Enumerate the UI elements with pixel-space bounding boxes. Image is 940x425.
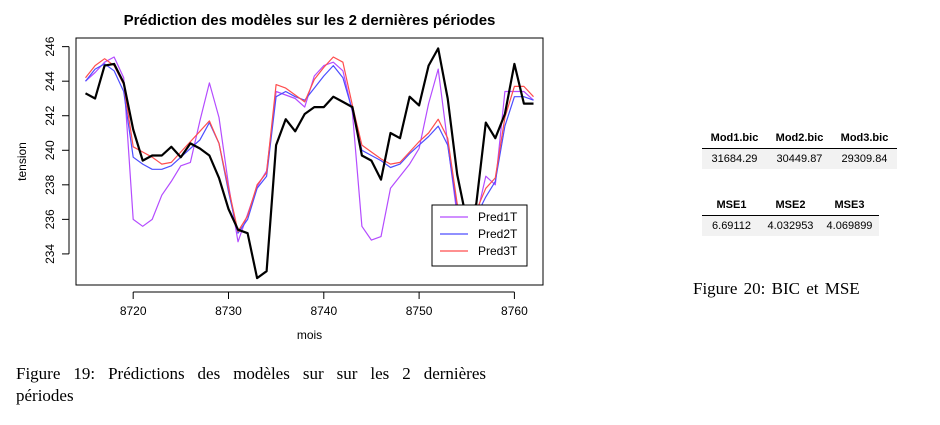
mse-value: 4.032953 xyxy=(767,220,814,232)
y-tick-label: 240 xyxy=(43,140,57,160)
chart-title: Prédiction des modèles sur les 2 dernièr… xyxy=(124,12,496,29)
observed-series-line xyxy=(84,47,534,280)
x-axis-label: mois xyxy=(297,328,322,342)
y-tick-label: 238 xyxy=(43,174,57,194)
prediction-line-chart: Prédiction des modèles sur les 2 dernièr… xyxy=(15,12,544,342)
y-tick-label: 246 xyxy=(43,36,57,56)
mse-header: MSE3 xyxy=(834,199,865,211)
x-tick-label: 8720 xyxy=(120,304,147,318)
bic-value: 29309.84 xyxy=(841,153,888,165)
bic-value: 31684.29 xyxy=(711,153,758,165)
mse-header: MSE2 xyxy=(775,199,806,211)
mse-value: 4.069899 xyxy=(826,220,873,232)
y-tick-label: 234 xyxy=(43,244,57,264)
y-tick-label: 236 xyxy=(43,209,57,229)
bic-value: 30449.87 xyxy=(776,153,823,165)
figure-19-caption: Figure 19: Prédictions des modèles sur s… xyxy=(16,364,486,405)
x-tick-label: 8760 xyxy=(501,304,528,318)
chart-legend: Pred1T Pred2T Pred3T xyxy=(431,204,528,267)
x-tick-label: 8730 xyxy=(215,304,242,318)
legend-label: Pred1T xyxy=(478,210,518,224)
plot-frame xyxy=(75,37,544,286)
x-tick-label: 8750 xyxy=(406,304,433,318)
bic-header: Mod3.bic xyxy=(840,132,889,144)
x-tick-label: 8740 xyxy=(310,304,337,318)
figure-20-caption: Figure 20: BIC et MSE xyxy=(693,279,860,298)
y-axis-label: tension xyxy=(15,142,29,181)
legend-box xyxy=(431,204,528,267)
bic-header: Mod1.bic xyxy=(710,132,759,144)
y-tick-label: 242 xyxy=(43,105,57,125)
mse-value: 6.69112 xyxy=(712,220,751,232)
y-tick-label: 244 xyxy=(43,71,57,91)
legend-label: Pred3T xyxy=(478,244,518,258)
legend-label: Pred2T xyxy=(478,227,518,241)
bic-table: Mod1.bic Mod2.bic Mod3.bic 31684.29 3044… xyxy=(702,128,897,169)
mse-header: MSE1 xyxy=(716,199,747,211)
bic-header: Mod2.bic xyxy=(775,132,824,144)
mse-table: MSE1 MSE2 MSE3 6.69112 4.032953 4.069899 xyxy=(702,195,879,236)
